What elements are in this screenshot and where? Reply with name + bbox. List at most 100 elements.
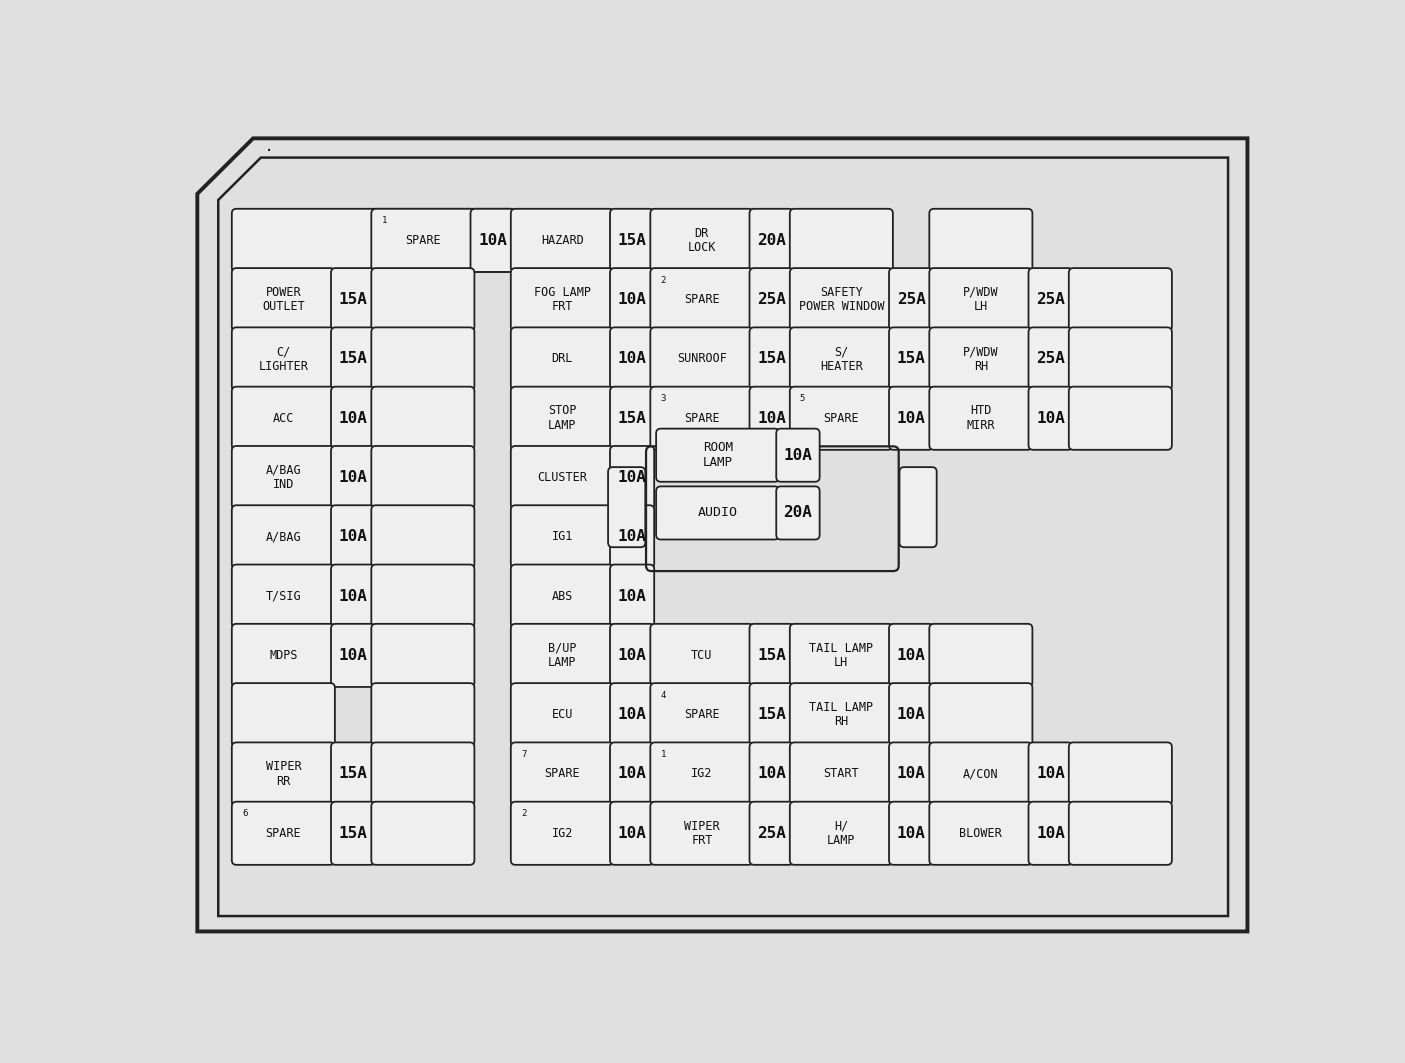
FancyBboxPatch shape	[656, 487, 780, 540]
FancyBboxPatch shape	[889, 742, 933, 806]
FancyBboxPatch shape	[610, 684, 655, 746]
FancyBboxPatch shape	[929, 684, 1033, 746]
Text: 15A: 15A	[757, 707, 785, 722]
Text: 10A: 10A	[896, 826, 926, 841]
FancyBboxPatch shape	[232, 268, 334, 332]
Text: 4: 4	[660, 691, 666, 699]
FancyBboxPatch shape	[651, 268, 753, 332]
FancyBboxPatch shape	[790, 684, 894, 746]
Text: DRL: DRL	[552, 353, 573, 366]
Text: 3: 3	[660, 394, 666, 403]
FancyBboxPatch shape	[511, 208, 614, 272]
FancyBboxPatch shape	[1028, 742, 1072, 806]
FancyBboxPatch shape	[749, 327, 794, 390]
FancyBboxPatch shape	[749, 208, 794, 272]
Text: BLOWER: BLOWER	[960, 827, 1002, 840]
FancyBboxPatch shape	[929, 327, 1033, 390]
FancyBboxPatch shape	[790, 208, 894, 272]
Text: 10A: 10A	[896, 707, 926, 722]
Text: HAZARD: HAZARD	[541, 234, 583, 247]
FancyBboxPatch shape	[749, 387, 794, 450]
FancyBboxPatch shape	[608, 467, 645, 547]
Text: HTD
MIRR: HTD MIRR	[967, 405, 995, 432]
FancyBboxPatch shape	[790, 268, 894, 332]
FancyBboxPatch shape	[511, 268, 614, 332]
FancyBboxPatch shape	[610, 802, 655, 865]
Text: 15A: 15A	[618, 233, 646, 248]
Text: 25A: 25A	[757, 292, 785, 307]
FancyBboxPatch shape	[332, 742, 375, 806]
FancyBboxPatch shape	[1069, 802, 1172, 865]
Text: 10A: 10A	[339, 589, 368, 604]
FancyBboxPatch shape	[889, 387, 933, 450]
Text: 15A: 15A	[339, 292, 368, 307]
FancyBboxPatch shape	[610, 327, 655, 390]
Text: 15A: 15A	[339, 352, 368, 367]
Text: SPARE: SPARE	[266, 827, 301, 840]
Text: 10A: 10A	[784, 448, 812, 462]
FancyBboxPatch shape	[332, 564, 375, 627]
Text: A/BAG
IND: A/BAG IND	[266, 463, 301, 491]
FancyBboxPatch shape	[610, 564, 655, 627]
FancyBboxPatch shape	[929, 624, 1033, 687]
Text: P/WDW
RH: P/WDW RH	[962, 345, 999, 373]
Text: 25A: 25A	[1035, 292, 1065, 307]
Text: 10A: 10A	[618, 826, 646, 841]
FancyBboxPatch shape	[232, 624, 334, 687]
FancyBboxPatch shape	[1028, 327, 1072, 390]
FancyBboxPatch shape	[610, 624, 655, 687]
FancyBboxPatch shape	[651, 684, 753, 746]
Text: 10A: 10A	[618, 470, 646, 485]
Text: 10A: 10A	[339, 647, 368, 663]
FancyBboxPatch shape	[610, 268, 655, 332]
Text: A/BAG: A/BAG	[266, 530, 301, 543]
FancyBboxPatch shape	[371, 446, 475, 509]
FancyBboxPatch shape	[610, 505, 655, 569]
Text: C/
LIGHTER: C/ LIGHTER	[259, 345, 308, 373]
Text: 10A: 10A	[618, 589, 646, 604]
Text: 10A: 10A	[618, 529, 646, 544]
Text: 15A: 15A	[339, 766, 368, 781]
FancyBboxPatch shape	[232, 387, 334, 450]
Text: 10A: 10A	[618, 292, 646, 307]
FancyBboxPatch shape	[1028, 802, 1072, 865]
Text: 10A: 10A	[896, 766, 926, 781]
FancyBboxPatch shape	[929, 208, 1033, 272]
Text: ROOM
LAMP: ROOM LAMP	[702, 441, 733, 469]
FancyBboxPatch shape	[332, 802, 375, 865]
FancyBboxPatch shape	[371, 387, 475, 450]
FancyBboxPatch shape	[790, 624, 894, 687]
Text: TAIL LAMP
RH: TAIL LAMP RH	[809, 701, 874, 728]
Text: H/
LAMP: H/ LAMP	[828, 820, 856, 847]
FancyBboxPatch shape	[776, 428, 819, 482]
FancyBboxPatch shape	[610, 446, 655, 509]
FancyBboxPatch shape	[929, 268, 1033, 332]
Text: ABS: ABS	[552, 590, 573, 603]
FancyBboxPatch shape	[232, 208, 514, 272]
FancyBboxPatch shape	[232, 505, 334, 569]
Text: 10A: 10A	[896, 647, 926, 663]
FancyBboxPatch shape	[371, 268, 475, 332]
Text: IG1: IG1	[552, 530, 573, 543]
FancyBboxPatch shape	[232, 327, 334, 390]
FancyBboxPatch shape	[232, 684, 334, 746]
Text: TAIL LAMP
LH: TAIL LAMP LH	[809, 642, 874, 669]
Text: A/CON: A/CON	[962, 767, 999, 780]
Text: WIPER
RR: WIPER RR	[266, 760, 301, 788]
FancyBboxPatch shape	[889, 327, 933, 390]
Text: 20A: 20A	[757, 233, 785, 248]
Text: 10A: 10A	[618, 647, 646, 663]
FancyBboxPatch shape	[656, 428, 780, 482]
FancyBboxPatch shape	[1069, 268, 1172, 332]
Text: 10A: 10A	[1035, 826, 1065, 841]
FancyBboxPatch shape	[889, 268, 933, 332]
FancyBboxPatch shape	[511, 742, 614, 806]
FancyBboxPatch shape	[511, 624, 614, 687]
Text: 10A: 10A	[757, 766, 785, 781]
Text: 10A: 10A	[618, 766, 646, 781]
FancyBboxPatch shape	[899, 467, 937, 547]
FancyBboxPatch shape	[371, 624, 475, 687]
Text: STOP
LAMP: STOP LAMP	[548, 405, 576, 432]
Text: 15A: 15A	[757, 647, 785, 663]
Text: .: .	[266, 136, 271, 155]
